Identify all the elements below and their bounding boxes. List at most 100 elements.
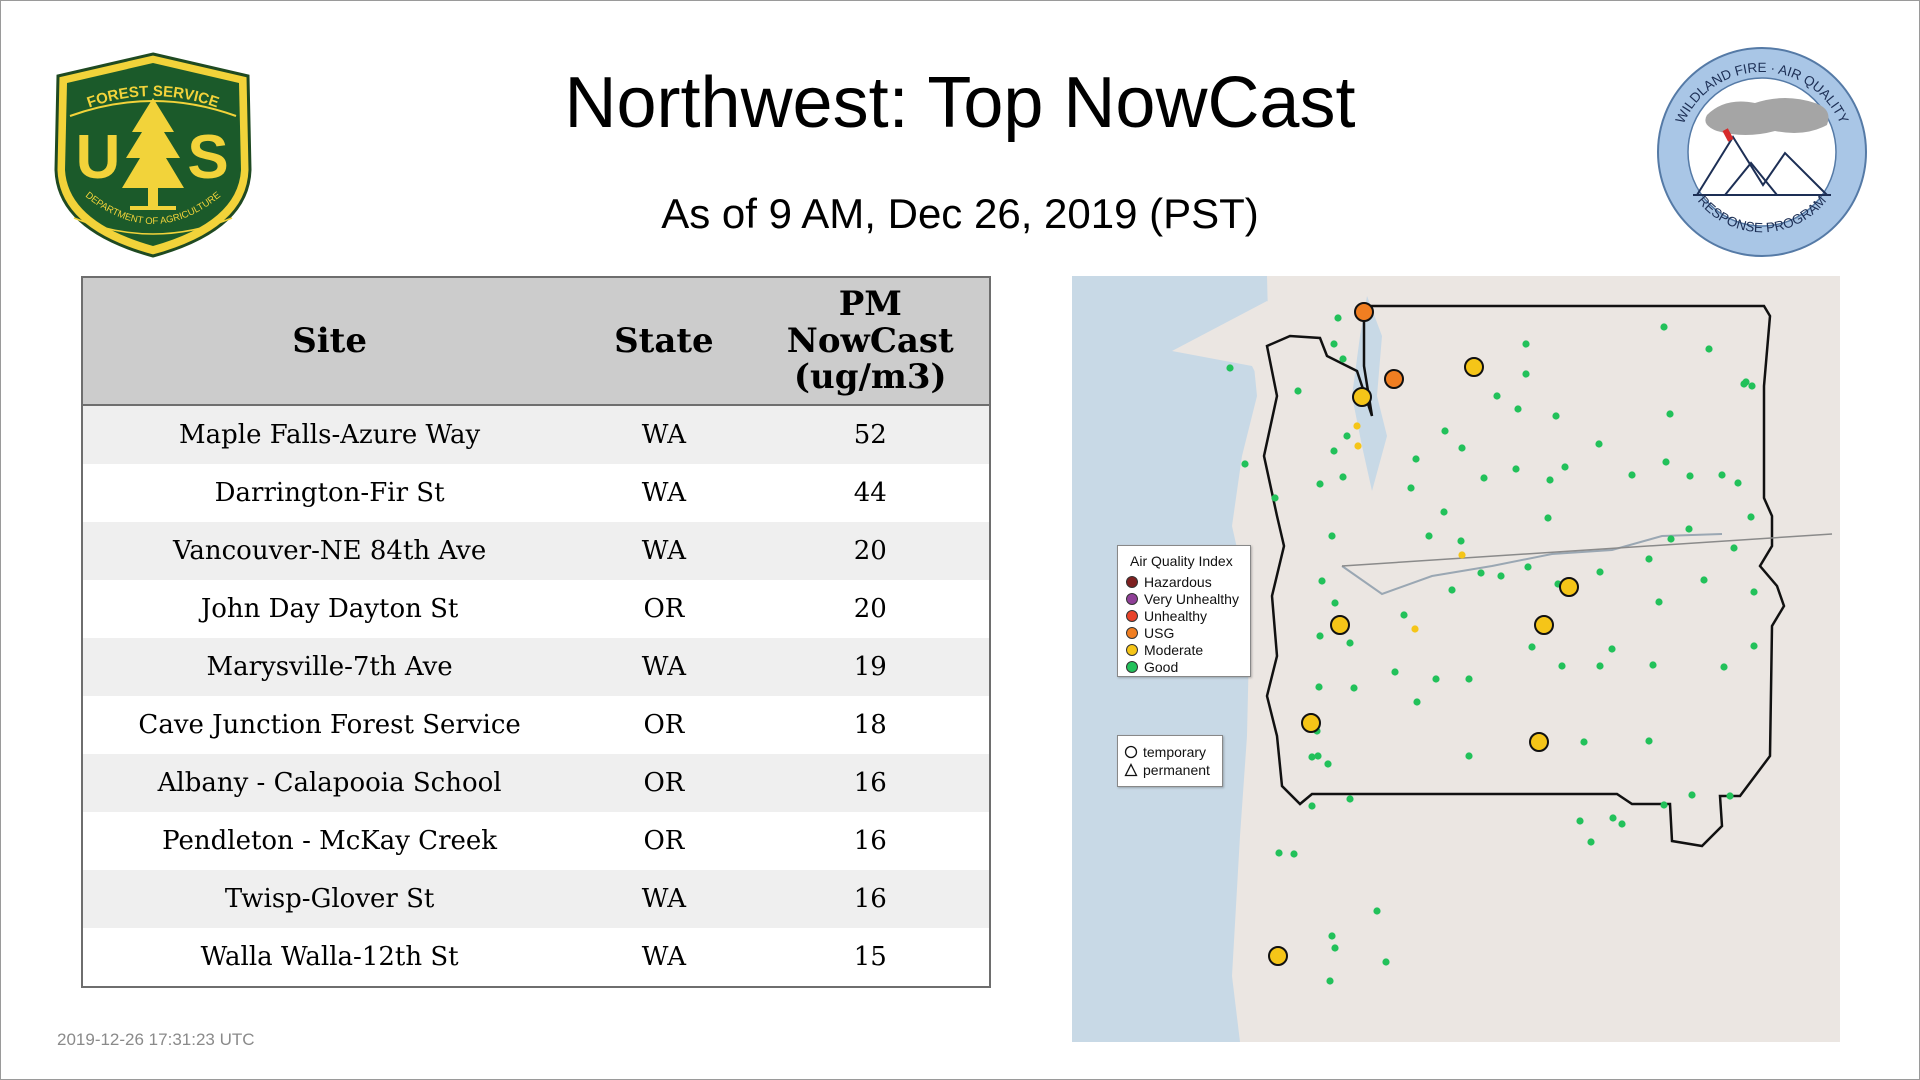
legend-label: permanent xyxy=(1143,761,1210,778)
good-site-marker xyxy=(1660,801,1668,809)
good-site-marker xyxy=(1587,838,1595,846)
usg-dot-icon xyxy=(1126,626,1138,639)
cell-site: Pendleton - McKay Creek xyxy=(82,812,577,870)
map-land xyxy=(1232,276,1840,1042)
good-site-marker xyxy=(1576,817,1584,825)
good-dot-icon xyxy=(1126,660,1138,673)
legend-item-unhealthy: Unhealthy xyxy=(1126,607,1207,624)
good-site-marker xyxy=(1512,465,1520,473)
legend-label: Unhealthy xyxy=(1144,607,1208,624)
usfs-shield-logo: FOREST SERVICE U S DEPARTMENT OF AGRICUL… xyxy=(54,52,252,258)
moderate-site-marker xyxy=(1411,625,1419,633)
header-pm-line1: PM xyxy=(838,283,902,324)
cell-value: 52 xyxy=(751,405,990,464)
table-row: Albany - Calapooia School OR 16 xyxy=(82,754,990,812)
good-site-marker xyxy=(1308,802,1316,810)
good-site-marker xyxy=(1465,752,1473,760)
map-river xyxy=(1341,533,1723,596)
good-site-marker xyxy=(1700,576,1708,584)
good-site-marker xyxy=(1618,820,1626,828)
legend-item-hazardous: Hazardous xyxy=(1126,573,1212,590)
cell-value: 44 xyxy=(751,464,990,522)
good-site-marker xyxy=(1734,479,1742,487)
good-site-marker xyxy=(1241,460,1249,468)
usfs-logo-letter-s: S xyxy=(187,123,228,192)
page-subtitle: As of 9 AM, Dec 26, 2019 (PST) xyxy=(661,190,1259,237)
hazardous-dot-icon xyxy=(1126,575,1138,588)
good-site-marker xyxy=(1580,738,1588,746)
moderate-site-marker xyxy=(1534,615,1554,635)
good-site-marker xyxy=(1608,645,1616,653)
usg-site-marker xyxy=(1354,302,1374,322)
cell-state: WA xyxy=(576,928,752,987)
table-row: Walla Walla-12th St WA 15 xyxy=(82,928,990,987)
good-site-marker xyxy=(1552,412,1560,420)
good-site-marker xyxy=(1308,753,1316,761)
good-site-marker xyxy=(1440,508,1448,516)
good-site-marker xyxy=(1493,392,1501,400)
good-site-marker xyxy=(1645,555,1653,563)
cell-state: WA xyxy=(576,464,752,522)
cell-state: WA xyxy=(576,522,752,580)
good-site-marker xyxy=(1750,588,1758,596)
good-site-marker xyxy=(1609,814,1617,822)
good-site-marker xyxy=(1666,410,1674,418)
cell-state: OR xyxy=(576,696,752,754)
very-unhealthy-dot-icon xyxy=(1126,592,1138,605)
good-site-marker xyxy=(1316,632,1324,640)
site-markers-layer xyxy=(1226,302,1758,985)
good-site-marker xyxy=(1686,472,1694,480)
cell-state: WA xyxy=(576,870,752,928)
legend-label: Good xyxy=(1144,658,1179,675)
good-site-marker xyxy=(1685,525,1693,533)
good-site-marker xyxy=(1275,849,1283,857)
good-site-marker xyxy=(1561,463,1569,471)
cell-value: 20 xyxy=(751,580,990,638)
header-state: State xyxy=(576,277,752,406)
unhealthy-dot-icon xyxy=(1126,609,1138,622)
top-nowcast-table: Site State PM NowCast (ug/m3) Maple Fall… xyxy=(81,276,991,988)
legend-label: temporary xyxy=(1143,743,1207,760)
table-row: Pendleton - McKay Creek OR 16 xyxy=(82,812,990,870)
good-site-marker xyxy=(1688,791,1696,799)
moderate-site-marker xyxy=(1458,551,1466,559)
cell-site: Marysville-7th Ave xyxy=(82,638,577,696)
legend-label: Hazardous xyxy=(1144,573,1212,590)
moderate-site-marker xyxy=(1464,357,1484,377)
legend-label: Moderate xyxy=(1144,641,1204,658)
usg-site-marker xyxy=(1384,369,1404,389)
good-site-marker xyxy=(1425,532,1433,540)
air-quality-map: Air Quality Index Hazardous Very Unhealt… xyxy=(1072,276,1840,1042)
moderate-site-marker xyxy=(1330,615,1350,635)
good-site-marker xyxy=(1407,484,1415,492)
good-site-marker xyxy=(1726,792,1734,800)
moderate-site-marker xyxy=(1268,946,1288,966)
triangle-marker-icon xyxy=(1124,762,1138,776)
cell-value: 18 xyxy=(751,696,990,754)
cell-value: 20 xyxy=(751,522,990,580)
good-site-marker xyxy=(1350,684,1358,692)
site-type-legend: temporary permanent xyxy=(1117,735,1223,787)
moderate-dot-icon xyxy=(1126,643,1138,656)
legend-label: USG xyxy=(1144,624,1175,641)
good-site-marker xyxy=(1314,752,1322,760)
cell-site: Vancouver-NE 84th Ave xyxy=(82,522,577,580)
aqi-legend-title: Air Quality Index xyxy=(1130,553,1233,569)
pine-tree-icon xyxy=(122,98,184,210)
good-site-marker xyxy=(1477,569,1485,577)
good-site-marker xyxy=(1596,568,1604,576)
good-site-marker xyxy=(1400,611,1408,619)
table-row: Darrington-Fir St WA 44 xyxy=(82,464,990,522)
good-site-marker xyxy=(1330,447,1338,455)
good-site-marker xyxy=(1655,598,1663,606)
cell-state: OR xyxy=(576,580,752,638)
good-site-marker xyxy=(1318,577,1326,585)
legend-item-good: Good xyxy=(1126,658,1178,675)
cell-site: Walla Walla-12th St xyxy=(82,928,577,987)
good-site-marker xyxy=(1330,340,1338,348)
good-site-marker xyxy=(1457,537,1465,545)
cell-site: Albany - Calapooia School xyxy=(82,754,577,812)
good-site-marker xyxy=(1324,760,1332,768)
good-site-marker xyxy=(1326,977,1334,985)
good-site-marker xyxy=(1441,427,1449,435)
